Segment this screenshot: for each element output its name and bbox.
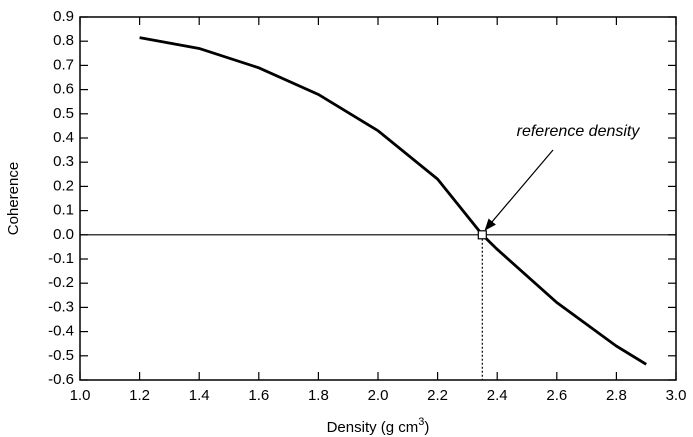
y-tick-label: -0.3 <box>48 298 74 315</box>
x-tick-label: 2.2 <box>427 387 448 404</box>
curve <box>139 36 647 366</box>
x-tick-label: 1.6 <box>248 387 269 404</box>
y-tick-label: -0.6 <box>48 371 74 388</box>
y-axis-label: Coherence <box>5 162 22 235</box>
y-tick-label: -0.5 <box>48 347 74 364</box>
x-tick-label: 1.2 <box>129 387 150 404</box>
y-tick-label: 0.9 <box>53 8 74 25</box>
x-axis-label: Density (g cm3) <box>327 416 430 436</box>
x-tick-label: 1.0 <box>70 387 91 404</box>
x-tick-label: 1.8 <box>308 387 329 404</box>
y-tick-label: 0.2 <box>53 177 74 194</box>
x-axis-label-main: Density (g cm <box>327 419 419 436</box>
x-tick-label: 2.6 <box>546 387 567 404</box>
y-tick-label: -0.1 <box>48 250 74 267</box>
annotation-arrow <box>484 149 554 231</box>
x-axis-label-sup: 3 <box>418 416 424 428</box>
reference-marker <box>477 230 487 240</box>
y-tick-label: 0.5 <box>53 105 74 122</box>
y-tick-label: -0.2 <box>48 274 74 291</box>
y-tick-label: 0.1 <box>53 202 74 219</box>
x-tick-label: 2.4 <box>487 387 508 404</box>
y-tick-label: 0.4 <box>53 129 74 146</box>
y-tick-label: 0.7 <box>53 56 74 73</box>
y-tick-label: 0.6 <box>53 81 74 98</box>
x-tick-label: 1.4 <box>189 387 210 404</box>
y-tick-label: 0.0 <box>53 226 74 243</box>
x-tick-label: 2.8 <box>606 387 627 404</box>
x-tick-label: 3.0 <box>666 387 687 404</box>
y-tick-label: 0.8 <box>53 32 74 49</box>
annotation: reference density <box>517 123 641 140</box>
y-tick-label: -0.4 <box>48 323 74 340</box>
y-tick-label: 0.3 <box>53 153 74 170</box>
x-tick-label: 2.0 <box>368 387 389 404</box>
x-axis-label-end: ) <box>424 419 429 436</box>
